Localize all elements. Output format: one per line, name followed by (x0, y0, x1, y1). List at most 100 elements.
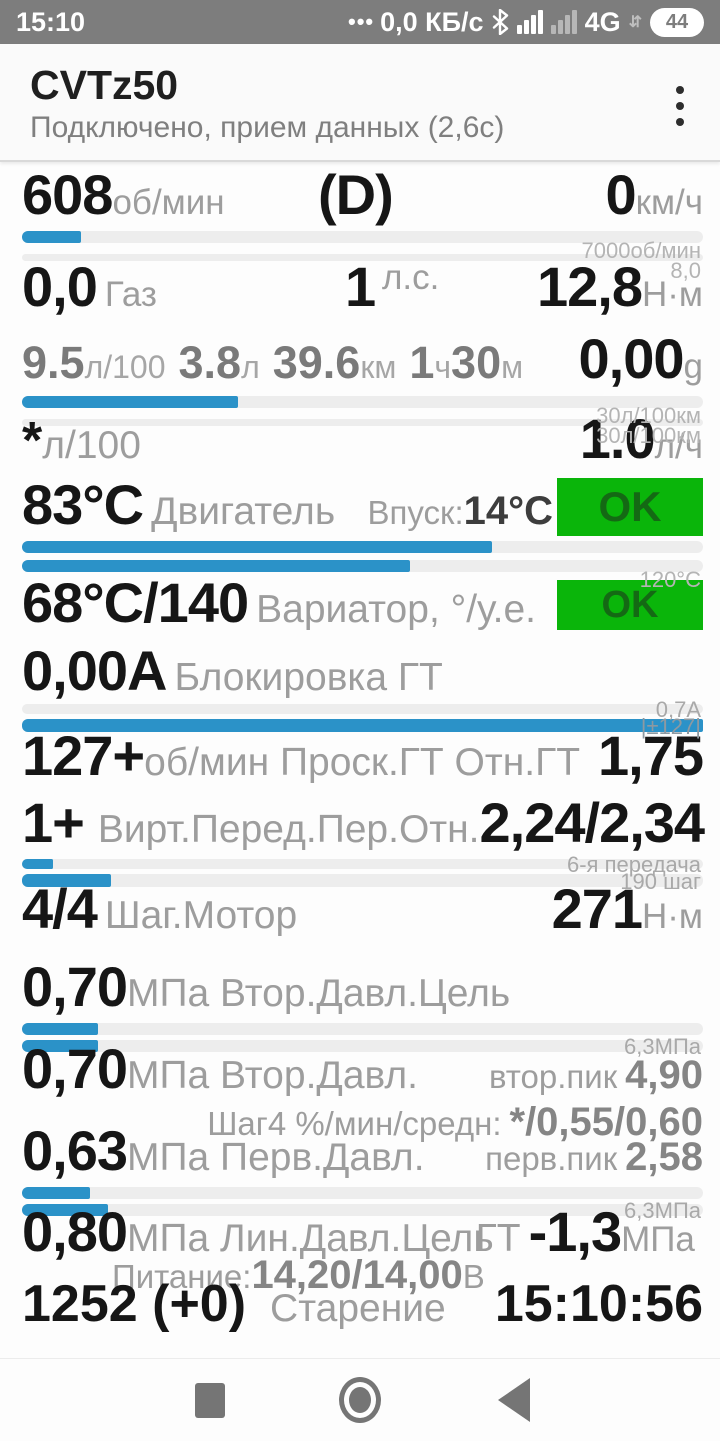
overflow-menu-button[interactable] (670, 80, 690, 132)
gauge-lockup-row[interactable]: 0,00A Блокировка ГТ 0,7A |±127| (0, 639, 720, 737)
lockup-duty-bar: |±127| (22, 715, 703, 737)
recents-button[interactable] (150, 1359, 270, 1441)
inst-fuel-value: 1.0 (579, 407, 656, 470)
gauge-engine-temp-row[interactable]: 83°C Двигатель Впуск: 14°C OK 120°C (0, 473, 720, 591)
sec-target-bar (22, 1023, 703, 1035)
back-button[interactable] (454, 1359, 574, 1441)
gauge-stepper-row[interactable]: 4/4 Шаг.Мотор 271 Н·м (0, 880, 720, 938)
speed-unit: км/ч (635, 183, 703, 222)
app-title: CVTz50 (30, 62, 179, 108)
lockup-duty-bar-fill (22, 719, 703, 732)
hp-unit: л.с. (382, 258, 440, 297)
pri-peak-value: 2,58 (625, 1135, 703, 1179)
rpm-bar: 7000об/мин (22, 231, 703, 262)
rpm-value: 608 (22, 163, 113, 226)
gauge-fuel-row[interactable]: 9.5л/100 3.8л 39.6км 1ч 30м 0,00 g 30л/1… (0, 327, 720, 447)
pri-target-bar (22, 1187, 703, 1199)
throttle-value: 0,0 (22, 255, 98, 318)
trip-distance: 39.6км (272, 337, 397, 388)
engine-temp-bar-fill (22, 541, 492, 553)
sec-pressure-label: МПа Втор.Давл. (127, 1054, 418, 1097)
stepper-value: 4/4 (22, 877, 98, 940)
input-torque-unit: Н·м (642, 897, 703, 936)
lockup-duty-label: |±127| (640, 713, 701, 739)
gauge-gear-row[interactable]: 1+ Вирт.Перед.Пер.Отн. 2,24/2,34 6-я пер… (0, 791, 720, 892)
fuel-used: 3.8л (178, 337, 260, 388)
pri-bar-max-label: 6,3МПа (624, 1197, 701, 1223)
speed-bar: 8,0 (22, 254, 703, 282)
sec-peak-value: 4,90 (625, 1053, 703, 1097)
sec-pressure-value: 0,70 (22, 1037, 128, 1100)
gauge-line-pressure-row[interactable]: 0,80 МПа Лин.Давл.Цель ГТ -1,3 МПа Питан… (0, 1203, 720, 1298)
app-header: CVTz50 Подключено, прием данных (2,6с) (0, 44, 720, 162)
sec-target-label: МПа Втор.Давл.Цель (127, 972, 511, 1015)
battery-indicator: 44 (650, 7, 704, 37)
connection-status: Подключено, прием данных (2,6с) (30, 111, 505, 144)
intake-temp-label: Впуск: (367, 494, 464, 531)
accel-g-unit: g (683, 347, 703, 386)
gauge-inst-fuel-row[interactable]: * л/100 1.0 л/ч (0, 407, 720, 470)
gauge-sec-target-row[interactable]: 0,70 МПа Втор.Давл.Цель 6,3МПа (0, 958, 720, 1057)
variator-status-badge: OK (557, 580, 703, 630)
home-button[interactable] (300, 1359, 420, 1441)
engine-temp-label: Двигатель (151, 490, 336, 533)
step-bar-fill (22, 874, 111, 887)
gauge-sec-pressure-row[interactable]: 0,70 МПа Втор.Давл. втор.пик 4,90 Шаг4 %… (0, 1040, 720, 1145)
gauge-power-row[interactable]: 0,0 Газ 1 л.с. 12,8 Н·м (0, 258, 720, 316)
gauge-variator-row[interactable]: 68°C/140 Вариатор, °/у.е. OK (0, 574, 720, 632)
gear-ratio-label: Вирт.Перед.Пер.Отн. (97, 808, 480, 851)
network-arrows-icon: ⇵ (628, 14, 642, 31)
home-circle-icon (339, 1377, 381, 1423)
fuel-bar2-max-label: 30л/100км (596, 423, 701, 448)
sec-peak-label: втор.пик (488, 1058, 618, 1095)
sec-pressure-bar: 6,3МПа (22, 1035, 703, 1057)
status-bar[interactable]: 15:10 ••• 0,0 КБ/с 4G ⇵ 44 (0, 0, 720, 44)
gauge-slip-row[interactable]: 127+ об/мин Проск.ГТ Отн.ГТ 1,75 (0, 727, 720, 785)
gt-label: ГТ (475, 1217, 521, 1260)
variator-temp-value: 68°C/140 (22, 571, 249, 634)
network-type: 4G (584, 6, 621, 37)
line-pressure-value: 0,80 (22, 1200, 128, 1263)
supply-value: 14,20/14,00 (251, 1253, 463, 1297)
step4-value: */0,55/0,60 (509, 1100, 704, 1144)
pri-pressure-bar: 6,3МПа (22, 1199, 703, 1221)
virtual-gear-value: 1+ (22, 791, 85, 854)
speed-bar-max-label: 8,0 (670, 258, 701, 283)
torque-unit: Н·м (642, 275, 703, 314)
fuel-bar-2: 30л/100км (22, 419, 703, 447)
pri-pressure-bar-fill (22, 1204, 109, 1216)
data-activity-dots-icon: ••• (348, 9, 375, 34)
status-right-cluster: ••• 0,0 КБ/с 4G ⇵ 44 (348, 7, 704, 38)
input-torque-value: 271 (551, 877, 643, 940)
step4-label: Шаг4 %/мин/средн: (207, 1105, 502, 1142)
engine-temp-value: 83°C (22, 473, 144, 536)
bluetooth-icon (492, 9, 508, 35)
fuel-bar-fill (22, 396, 238, 408)
supply-label: Питание: (112, 1258, 252, 1295)
slip-value: 127+ (22, 724, 145, 787)
lockup-current-value: 0,00A (22, 639, 167, 702)
gear-bar-fill (22, 859, 53, 869)
gear-ratio-value: 2,24/2,34 (479, 791, 706, 854)
rpm-bar-max-label: 7000об/мин (581, 238, 701, 263)
accel-g-value: 0,00 (578, 327, 685, 390)
rpm-bar-fill (22, 231, 82, 243)
supply-unit: В (462, 1258, 485, 1295)
pri-pressure-value: 0,63 (22, 1119, 128, 1182)
pri-target-bar-fill (22, 1187, 91, 1199)
fuel-bar: 30л/100км (22, 396, 703, 427)
gauge-pri-pressure-row[interactable]: 0,63 МПа Перв.Давл. перв.пик 2,58 6,3МПа (0, 1119, 720, 1221)
slip-label: об/мин Проск.ГТ Отн.ГТ (144, 741, 581, 784)
lockup-bar-max-label: 0,7A (655, 696, 701, 722)
gauge-rpm-row[interactable]: 608 об/мин (D) 0 км/ч 7000об/мин 8,0 (0, 163, 720, 282)
hp-value: 1 (345, 255, 376, 318)
inst-fuel-unit: л/100 (42, 424, 141, 467)
trip-minutes: 30м (451, 337, 524, 388)
signal-bars-sim2-icon (550, 10, 577, 34)
rpm-unit: об/мин (112, 183, 225, 222)
clock-value: 15:10:56 (494, 1275, 703, 1333)
gauge-aging-row[interactable]: 1252 (+0) Старение 15:10:56 (0, 1276, 720, 1332)
engine-status-badge: OK (557, 478, 703, 536)
aging-value: 1252 (+0) (22, 1275, 247, 1333)
variator-temp-bar: 120°C (22, 560, 703, 591)
